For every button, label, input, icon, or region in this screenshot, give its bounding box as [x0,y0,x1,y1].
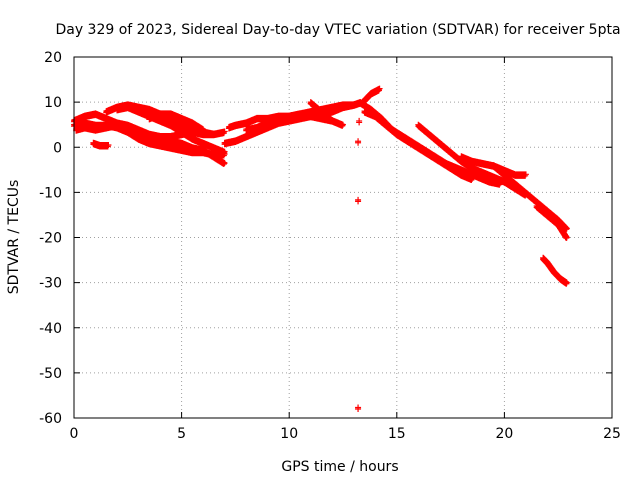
x-tick-label: 25 [603,426,621,442]
series-arc-o [415,121,529,199]
y-tick-label: -30 [39,276,62,292]
y-tick-label: -50 [39,366,62,382]
y-tick-label: -20 [39,231,62,247]
series-arc-l [361,85,383,105]
x-tick-label: 15 [388,426,406,442]
y-tick-label: -10 [39,185,62,201]
series-isolated [355,117,363,412]
x-tick-label: 0 [70,426,79,442]
chart-title: Day 329 of 2023, Sidereal Day-to-day VTE… [55,22,620,38]
x-tick-label: 10 [280,426,298,442]
series-arc-n [357,99,504,188]
x-tick-label: 20 [495,426,513,442]
y-tick-label: 20 [44,50,62,66]
y-tick-label: -40 [39,321,62,337]
series-arc-f [90,139,112,150]
series-arc-s [540,254,570,287]
y-tick-label: 10 [44,95,62,111]
y-tick-label: 0 [53,140,62,156]
series-arc-r [533,202,570,242]
x-axis-label: GPS time / hours [281,459,398,475]
series-arc-c [73,121,228,168]
data-points [71,85,570,412]
y-tick-label: -60 [39,411,62,427]
axis-ticks: 0 5 10 15 20 25 -60 -50 -40 -30 -20 -10 0 10 20 [39,50,621,442]
y-axis-label: SDTVAR / TECUs [6,180,22,295]
series-arc-k [307,99,346,129]
series-arc-g [146,110,207,134]
x-tick-label: 5 [177,426,186,442]
